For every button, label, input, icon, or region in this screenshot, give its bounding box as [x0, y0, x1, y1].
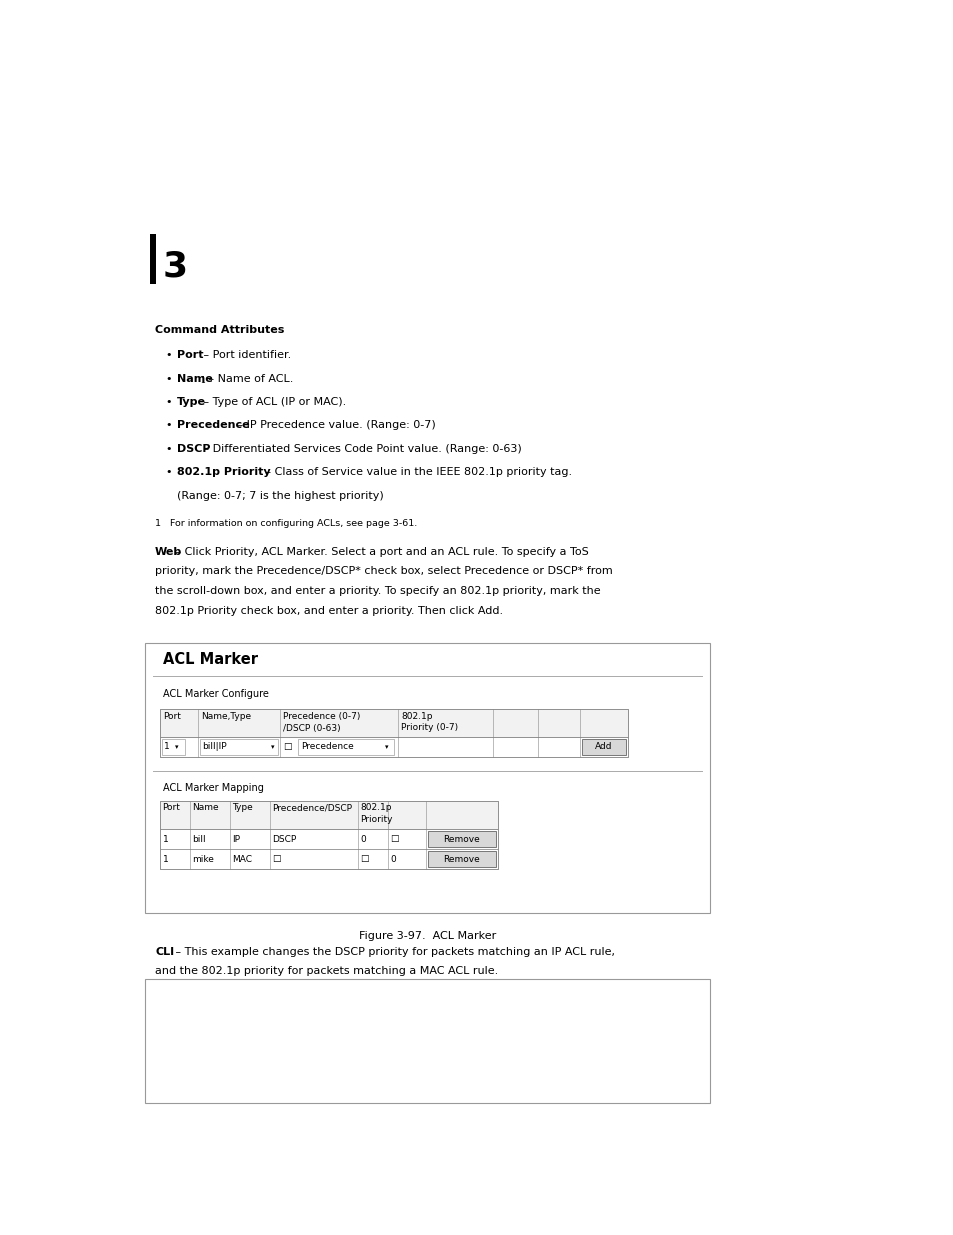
Bar	[160, 709, 627, 736]
Text: – Port identifier.: – Port identifier.	[199, 350, 291, 359]
Text: ▾: ▾	[384, 743, 388, 750]
Text: and the 802.1p priority for packets matching a MAC ACL rule.: and the 802.1p priority for packets matc…	[154, 967, 497, 977]
Text: Name,Type: Name,Type	[201, 713, 251, 721]
Text: Port: Port	[163, 713, 181, 721]
Text: 0: 0	[360, 835, 366, 844]
Text: Priority (0-7): Priority (0-7)	[400, 724, 457, 732]
Text: – Class of Service value in the IEEE 802.1p priority tag.: – Class of Service value in the IEEE 802…	[262, 468, 572, 478]
Text: Port: Port	[177, 350, 203, 359]
Text: Remove: Remove	[443, 855, 480, 863]
Text: – Type of ACL (IP or MAC).: – Type of ACL (IP or MAC).	[199, 396, 346, 408]
Text: Precedence: Precedence	[301, 742, 354, 751]
Text: Port: Port	[162, 804, 180, 813]
Text: ▾: ▾	[271, 743, 274, 750]
Text: – Click Priority, ACL Marker. Select a port and an ACL rule. To specify a ToS: – Click Priority, ACL Marker. Select a p…	[172, 547, 588, 557]
Bar	[160, 709, 627, 757]
Bar	[145, 643, 709, 913]
Bar	[200, 739, 277, 755]
Bar	[581, 739, 625, 755]
Text: 802.1p: 802.1p	[400, 713, 432, 721]
Text: – This example changes the DSCP priority for packets matching an IP ACL rule,: – This example changes the DSCP priority…	[172, 947, 615, 957]
Text: Remove: Remove	[443, 835, 480, 844]
Text: 802.1p: 802.1p	[360, 804, 392, 813]
Text: 3: 3	[162, 249, 188, 284]
Text: IP: IP	[233, 835, 240, 844]
Text: bill|IP: bill|IP	[202, 742, 227, 751]
Text: Name: Name	[177, 373, 213, 384]
Text: Name: Name	[193, 804, 219, 813]
Bar	[428, 831, 496, 847]
Text: CLI: CLI	[154, 947, 174, 957]
Bar	[160, 829, 497, 869]
Text: DSCP: DSCP	[177, 445, 211, 454]
Text: Priority: Priority	[360, 815, 393, 824]
Text: □: □	[273, 855, 281, 863]
Text: •: •	[165, 420, 172, 431]
Bar	[160, 848, 497, 869]
Bar	[160, 829, 497, 848]
Text: Precedence: Precedence	[177, 420, 250, 431]
Text: Figure 3-97.  ACL Marker: Figure 3-97. ACL Marker	[358, 931, 496, 941]
Text: 1   For information on configuring ACLs, see page 3-61.: 1 For information on configuring ACLs, s…	[154, 519, 416, 529]
Bar	[297, 739, 394, 755]
Text: □: □	[390, 835, 398, 844]
Text: (Range: 0-7; 7 is the highest priority): (Range: 0-7; 7 is the highest priority)	[177, 492, 383, 501]
Text: MAC: MAC	[233, 855, 253, 863]
Text: DSCP: DSCP	[273, 835, 296, 844]
Text: •: •	[165, 373, 172, 384]
Text: Precedence/DSCP: Precedence/DSCP	[273, 804, 352, 813]
Text: Command Attributes: Command Attributes	[154, 325, 284, 335]
Text: ACL Marker Configure: ACL Marker Configure	[163, 689, 269, 699]
Text: the scroll-down box, and enter a priority. To specify an 802.1p priority, mark t: the scroll-down box, and enter a priorit…	[154, 585, 600, 597]
Text: – Differentiated Services Code Point value. (Range: 0-63): – Differentiated Services Code Point val…	[199, 445, 521, 454]
Text: □: □	[283, 742, 292, 751]
Bar	[428, 851, 496, 867]
Bar	[145, 979, 709, 1103]
Bar	[150, 233, 155, 284]
Text: Web: Web	[154, 547, 182, 557]
Text: priority, mark the Precedence/DSCP* check box, select Precedence or DSCP* from: priority, mark the Precedence/DSCP* chec…	[154, 567, 612, 577]
Text: 802.1p Priority: 802.1p Priority	[177, 468, 271, 478]
Text: •: •	[165, 350, 172, 359]
Text: bill: bill	[193, 835, 206, 844]
Text: ▾: ▾	[175, 743, 178, 750]
Bar	[160, 736, 627, 757]
Bar	[160, 802, 497, 829]
Text: Add: Add	[595, 742, 612, 751]
Text: – IP Precedence value. (Range: 0-7): – IP Precedence value. (Range: 0-7)	[233, 420, 436, 431]
Text: ACL Marker: ACL Marker	[163, 652, 257, 667]
Bar	[160, 802, 497, 869]
Text: •: •	[165, 468, 172, 478]
Text: 1: 1	[162, 835, 168, 844]
Text: •: •	[165, 396, 172, 408]
Text: – Name of ACL.: – Name of ACL.	[205, 373, 294, 384]
Text: Type: Type	[233, 804, 253, 813]
Text: 0: 0	[390, 855, 395, 863]
Text: 802.1p Priority check box, and enter a priority. Then click Add.: 802.1p Priority check box, and enter a p…	[154, 605, 502, 615]
Text: □: □	[360, 855, 369, 863]
Text: Precedence (0-7): Precedence (0-7)	[283, 713, 360, 721]
Text: /DSCP (0-63): /DSCP (0-63)	[283, 724, 340, 732]
Text: ACL Marker Mapping: ACL Marker Mapping	[163, 783, 264, 793]
Text: mike: mike	[193, 855, 214, 863]
Text: •: •	[165, 445, 172, 454]
Bar	[160, 709, 627, 736]
Bar	[162, 739, 185, 755]
Text: 1: 1	[162, 855, 168, 863]
Bar	[160, 802, 497, 829]
Text: 1: 1	[164, 742, 170, 751]
Text: 1: 1	[199, 377, 204, 385]
Text: Type: Type	[177, 396, 206, 408]
